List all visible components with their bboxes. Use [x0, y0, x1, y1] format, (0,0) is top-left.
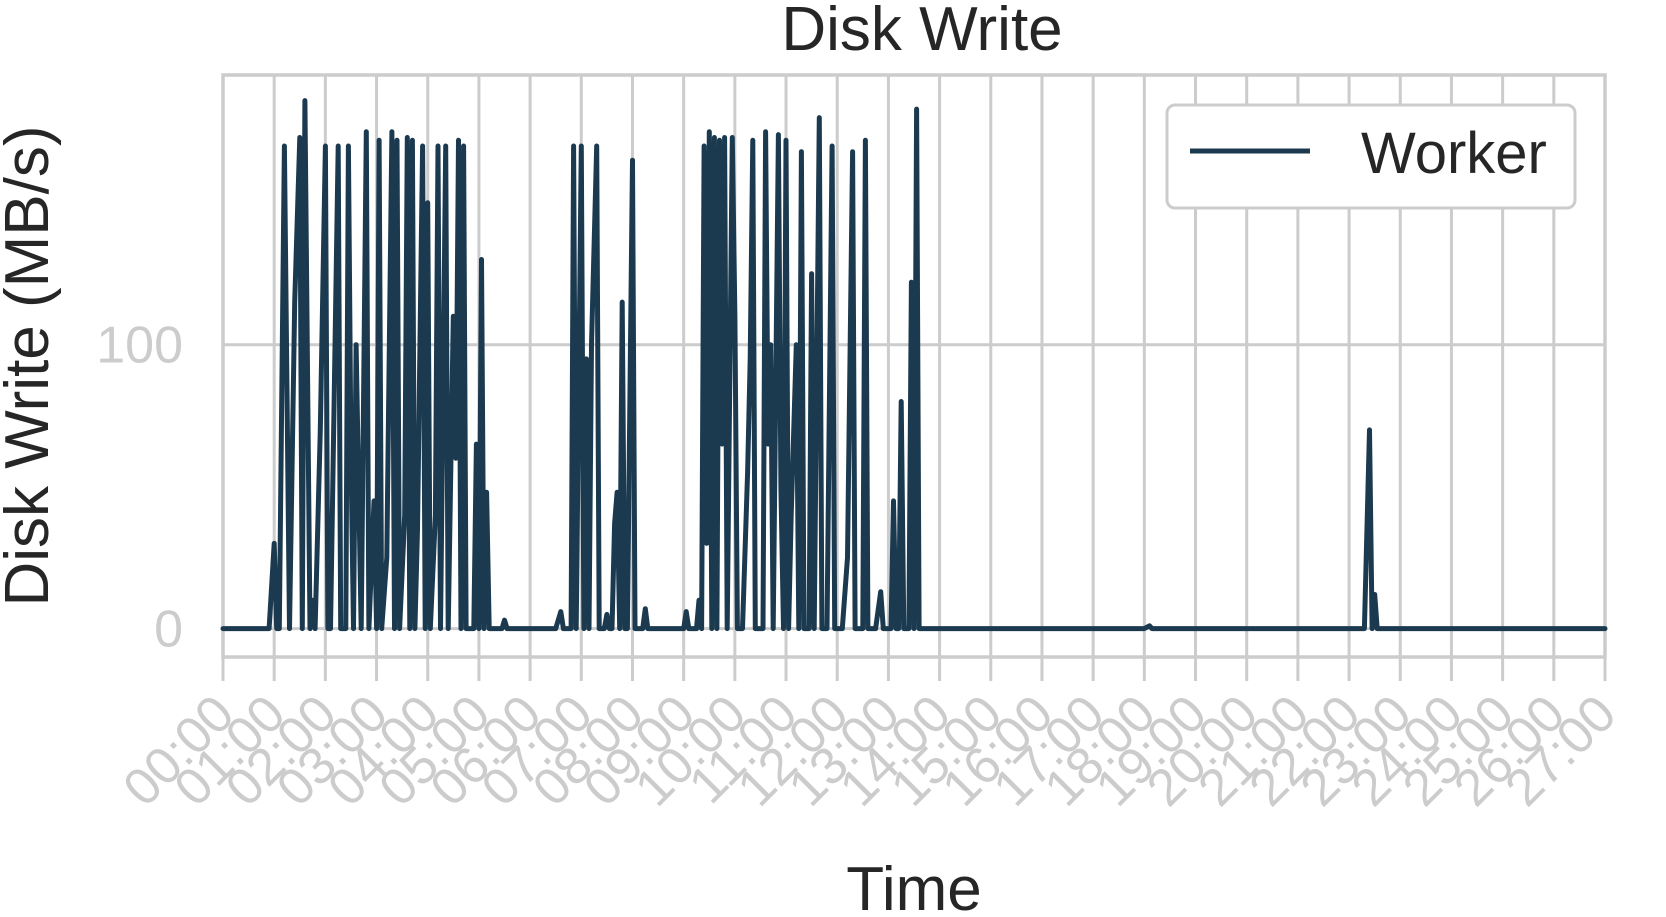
- x-axis-label: Time: [846, 855, 981, 917]
- y-axis-label: Disk Write (MB/s): [0, 125, 62, 606]
- y-tick-label: 0: [154, 601, 183, 659]
- chart-title: Disk Write: [781, 0, 1062, 64]
- series-layer: [220, 98, 1608, 632]
- legend: Worker: [1165, 103, 1577, 210]
- y-tick-label: 100: [96, 317, 183, 375]
- y-tick-labels: 0 100: [96, 317, 183, 659]
- series-line-worker: [220, 98, 1608, 632]
- x-tick-marks: [221, 657, 1607, 681]
- legend-box: [1165, 103, 1577, 210]
- legend-label-worker: Worker: [1361, 121, 1547, 186]
- plot-frame: [221, 73, 1607, 659]
- x-tick-labels: 00:0001:0002:0003:0004:0005:0006:0007:00…: [112, 684, 1627, 817]
